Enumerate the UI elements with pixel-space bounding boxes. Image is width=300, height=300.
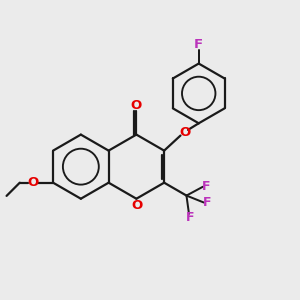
Text: F: F — [194, 38, 203, 51]
Text: F: F — [186, 212, 195, 224]
Text: O: O — [27, 176, 38, 189]
Text: F: F — [202, 180, 211, 193]
Text: O: O — [131, 199, 142, 212]
Text: O: O — [131, 99, 142, 112]
Text: F: F — [203, 196, 212, 209]
Text: O: O — [179, 126, 190, 139]
